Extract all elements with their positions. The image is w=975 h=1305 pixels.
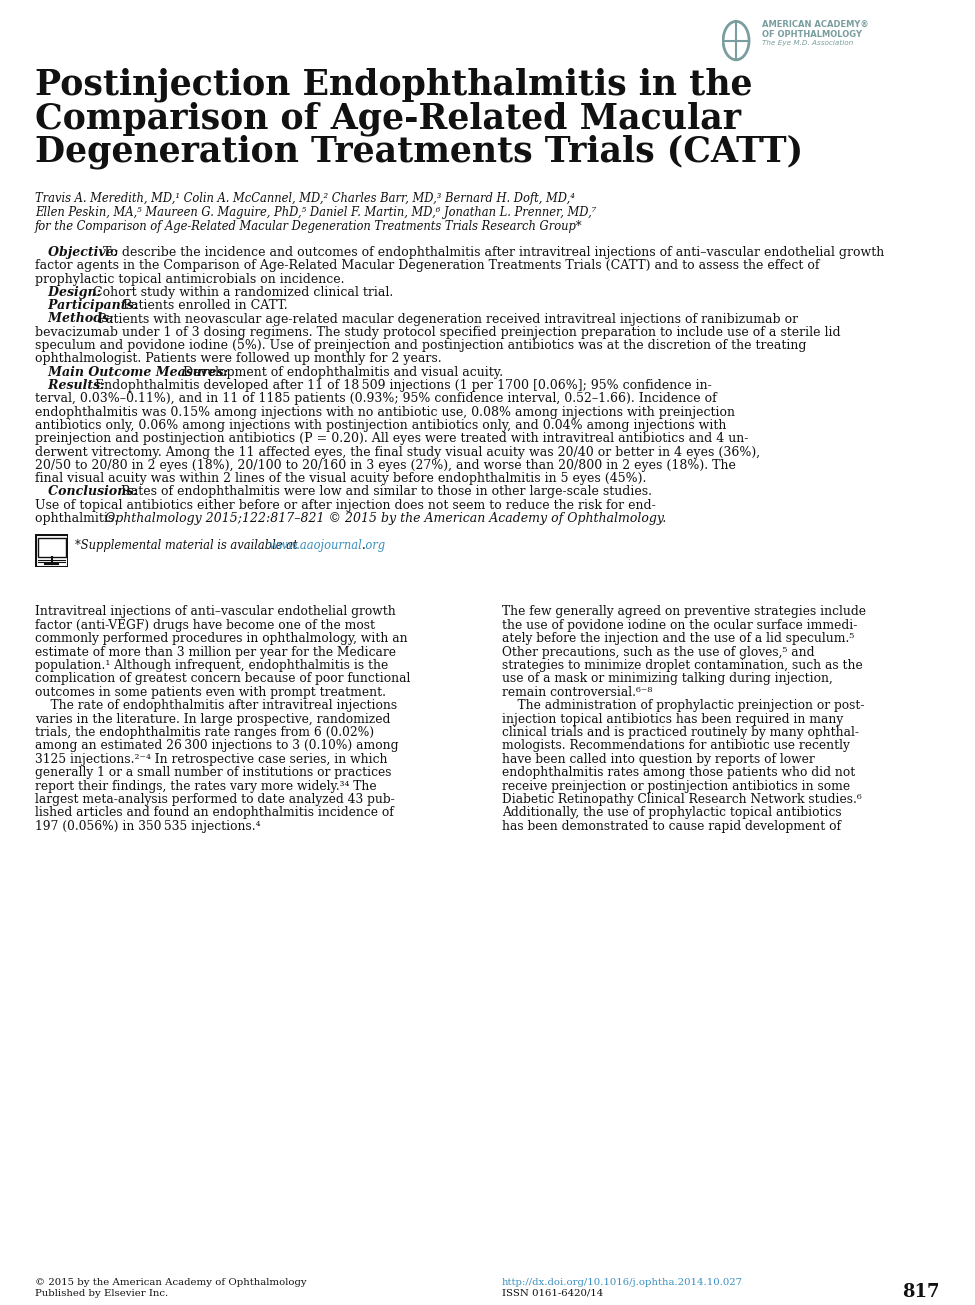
Text: ophthalmitis.: ophthalmitis.	[35, 512, 122, 525]
Text: To describe the incidence and outcomes of endophthalmitis after intravitreal inj: To describe the incidence and outcomes o…	[95, 247, 884, 258]
Text: mologists. Recommendations for antibiotic use recently: mologists. Recommendations for antibioti…	[502, 740, 850, 752]
Text: OF OPHTHALMOLOGY: OF OPHTHALMOLOGY	[762, 30, 862, 39]
Text: Cohort study within a randomized clinical trial.: Cohort study within a randomized clinica…	[85, 286, 393, 299]
Text: Published by Elsevier Inc.: Published by Elsevier Inc.	[35, 1289, 169, 1298]
Text: commonly performed procedures in ophthalmology, with an: commonly performed procedures in ophthal…	[35, 632, 408, 645]
Text: among an estimated 26 300 injections to 3 (0.10%) among: among an estimated 26 300 injections to …	[35, 740, 399, 752]
Text: endophthalmitis was 0.15% among injections with no antibiotic use, 0.08% among i: endophthalmitis was 0.15% among injectio…	[35, 406, 735, 419]
Text: strategies to minimize droplet contamination, such as the: strategies to minimize droplet contamina…	[502, 659, 863, 672]
Text: 20/50 to 20/80 in 2 eyes (18%), 20/100 to 20/160 in 3 eyes (27%), and worse than: 20/50 to 20/80 in 2 eyes (18%), 20/100 t…	[35, 459, 736, 472]
Text: outcomes in some patients even with prompt treatment.: outcomes in some patients even with prom…	[35, 685, 386, 698]
Text: Ophthalmology 2015;122:817–821 © 2015 by the American Academy of Ophthalmology.: Ophthalmology 2015;122:817–821 © 2015 by…	[105, 512, 666, 525]
Text: The few generally agreed on preventive strategies include: The few generally agreed on preventive s…	[502, 606, 866, 619]
Text: ophthalmologist. Patients were followed up monthly for 2 years.: ophthalmologist. Patients were followed …	[35, 352, 442, 365]
Text: Use of topical antibiotics either before or after injection does not seem to red: Use of topical antibiotics either before…	[35, 499, 656, 512]
Text: *Supplemental material is available at: *Supplemental material is available at	[75, 539, 301, 552]
Text: Travis A. Meredith, MD,¹ Colin A. McCannel, MD,² Charles Barr, MD,³ Bernard H. D: Travis A. Meredith, MD,¹ Colin A. McCann…	[35, 192, 575, 205]
Text: The Eye M.D. Association: The Eye M.D. Association	[762, 40, 853, 46]
Text: have been called into question by reports of lower: have been called into question by report…	[502, 753, 815, 766]
Text: Degeneration Treatments Trials (CATT): Degeneration Treatments Trials (CATT)	[35, 134, 803, 168]
Text: Conclusions:: Conclusions:	[35, 485, 138, 499]
Text: ISSN 0161-6420/14: ISSN 0161-6420/14	[502, 1289, 604, 1298]
Text: largest meta-analysis performed to date analyzed 43 pub-: largest meta-analysis performed to date …	[35, 793, 395, 806]
Text: AMERICAN ACADEMY®: AMERICAN ACADEMY®	[762, 20, 869, 29]
FancyBboxPatch shape	[37, 538, 65, 557]
Text: bevacizumab under 1 of 3 dosing regimens. The study protocol specified preinject: bevacizumab under 1 of 3 dosing regimens…	[35, 326, 840, 339]
Text: trials, the endophthalmitis rate ranges from 6 (0.02%): trials, the endophthalmitis rate ranges …	[35, 726, 374, 739]
Text: Endophthalmitis developed after 11 of 18 509 injections (1 per 1700 [0.06%]; 95%: Endophthalmitis developed after 11 of 18…	[87, 378, 712, 392]
Text: receive preinjection or postinjection antibiotics in some: receive preinjection or postinjection an…	[502, 779, 850, 792]
Text: The rate of endophthalmitis after intravitreal injections: The rate of endophthalmitis after intrav…	[35, 699, 397, 713]
Text: has been demonstrated to cause rapid development of: has been demonstrated to cause rapid dev…	[502, 820, 841, 833]
Text: complication of greatest concern because of poor functional: complication of greatest concern because…	[35, 672, 410, 685]
Text: Methods:: Methods:	[35, 312, 114, 325]
Text: Intravitreal injections of anti–vascular endothelial growth: Intravitreal injections of anti–vascular…	[35, 606, 396, 619]
Text: Ellen Peskin, MA,⁵ Maureen G. Maguire, PhD,⁵ Daniel F. Martin, MD,⁶ Jonathan L. : Ellen Peskin, MA,⁵ Maureen G. Maguire, P…	[35, 206, 597, 219]
Text: 817: 817	[903, 1283, 940, 1301]
Text: for the Comparison of Age-Related Macular Degeneration Treatments Trials Researc: for the Comparison of Age-Related Macula…	[35, 221, 583, 234]
Text: final visual acuity was within 2 lines of the visual acuity before endophthalmit: final visual acuity was within 2 lines o…	[35, 472, 646, 485]
Text: www.aaojournal.org: www.aaojournal.org	[268, 539, 385, 552]
Text: report their findings, the rates vary more widely.³⁴ The: report their findings, the rates vary mo…	[35, 779, 376, 792]
Text: The administration of prophylactic preinjection or post-: The administration of prophylactic prein…	[502, 699, 865, 713]
Text: © 2015 by the American Academy of Ophthalmology: © 2015 by the American Academy of Ophtha…	[35, 1278, 306, 1287]
Text: Comparison of Age-Related Macular: Comparison of Age-Related Macular	[35, 100, 741, 136]
Text: Participants:: Participants:	[35, 299, 138, 312]
Text: Objective:: Objective:	[35, 247, 118, 258]
Text: speculum and povidone iodine (5%). Use of preinjection and postinjection antibio: speculum and povidone iodine (5%). Use o…	[35, 339, 806, 352]
Text: lished articles and found an endophthalmitis incidence of: lished articles and found an endophthalm…	[35, 806, 394, 820]
Text: endophthalmitis rates among those patients who did not: endophthalmitis rates among those patien…	[502, 766, 855, 779]
Text: http://dx.doi.org/10.1016/j.ophtha.2014.10.027: http://dx.doi.org/10.1016/j.ophtha.2014.…	[502, 1278, 743, 1287]
Text: factor (anti-VEGF) drugs have become one of the most: factor (anti-VEGF) drugs have become one…	[35, 619, 375, 632]
Text: population.¹ Although infrequent, endophthalmitis is the: population.¹ Although infrequent, endoph…	[35, 659, 388, 672]
Text: Design:: Design:	[35, 286, 101, 299]
FancyBboxPatch shape	[35, 535, 67, 566]
Text: Results:: Results:	[35, 378, 104, 392]
Text: prophylactic topical antimicrobials on incidence.: prophylactic topical antimicrobials on i…	[35, 273, 344, 286]
Text: varies in the literature. In large prospective, randomized: varies in the literature. In large prosp…	[35, 713, 390, 726]
Text: clinical trials and is practiced routinely by many ophthal-: clinical trials and is practiced routine…	[502, 726, 859, 739]
Text: injection topical antibiotics has been required in many: injection topical antibiotics has been r…	[502, 713, 843, 726]
Text: preinjection and postinjection antibiotics (P = 0.20). All eyes were treated wit: preinjection and postinjection antibioti…	[35, 432, 749, 445]
Text: terval, 0.03%–0.11%), and in 11 of 1185 patients (0.93%; 95% confidence interval: terval, 0.03%–0.11%), and in 11 of 1185 …	[35, 393, 717, 406]
Text: Postinjection Endophthalmitis in the: Postinjection Endophthalmitis in the	[35, 68, 753, 103]
Text: remain controversial.⁶⁻⁸: remain controversial.⁶⁻⁸	[502, 685, 652, 698]
Text: ately before the injection and the use of a lid speculum.⁵: ately before the injection and the use o…	[502, 632, 854, 645]
Text: generally 1 or a small number of institutions or practices: generally 1 or a small number of institu…	[35, 766, 392, 779]
Text: Rates of endophthalmitis were low and similar to those in other large-scale stud: Rates of endophthalmitis were low and si…	[113, 485, 652, 499]
Text: factor agents in the Comparison of Age-Related Macular Degeneration Treatments T: factor agents in the Comparison of Age-R…	[35, 260, 820, 273]
Text: derwent vitrectomy. Among the 11 affected eyes, the final study visual acuity wa: derwent vitrectomy. Among the 11 affecte…	[35, 445, 760, 458]
Text: Additionally, the use of prophylactic topical antibiotics: Additionally, the use of prophylactic to…	[502, 806, 841, 820]
Text: use of a mask or minimizing talking during injection,: use of a mask or minimizing talking duri…	[502, 672, 833, 685]
Text: 197 (0.056%) in 350 535 injections.⁴: 197 (0.056%) in 350 535 injections.⁴	[35, 820, 260, 833]
Text: the use of povidone iodine on the ocular surface immedi-: the use of povidone iodine on the ocular…	[502, 619, 857, 632]
Text: Patients enrolled in CATT.: Patients enrolled in CATT.	[115, 299, 288, 312]
Text: .: .	[362, 539, 366, 552]
Text: Other precautions, such as the use of gloves,⁵ and: Other precautions, such as the use of gl…	[502, 646, 814, 659]
Text: Main Outcome Measures:: Main Outcome Measures:	[35, 365, 228, 378]
Text: antibiotics only, 0.06% among injections with postinjection antibiotics only, an: antibiotics only, 0.06% among injections…	[35, 419, 726, 432]
Text: 3125 injections.²⁻⁴ In retrospective case series, in which: 3125 injections.²⁻⁴ In retrospective cas…	[35, 753, 387, 766]
Text: estimate of more than 3 million per year for the Medicare: estimate of more than 3 million per year…	[35, 646, 396, 659]
Text: Patients with neovascular age-related macular degeneration received intravitreal: Patients with neovascular age-related ma…	[90, 312, 799, 325]
Text: Development of endophthalmitis and visual acuity.: Development of endophthalmitis and visua…	[175, 365, 503, 378]
Text: Diabetic Retinopathy Clinical Research Network studies.⁶: Diabetic Retinopathy Clinical Research N…	[502, 793, 862, 806]
